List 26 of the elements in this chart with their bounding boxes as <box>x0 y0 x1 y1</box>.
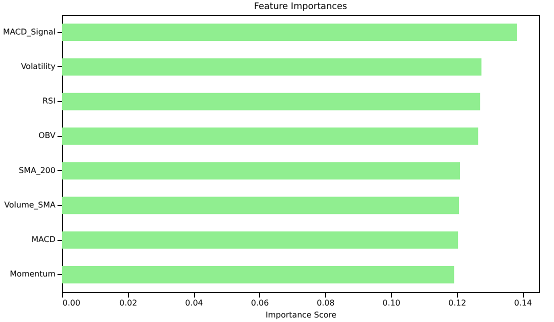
bar <box>62 128 478 145</box>
x-tick-label: 0.14 <box>514 298 532 308</box>
y-tick-label: SMA_200 <box>18 166 56 175</box>
x-tick-label: 0.12 <box>448 298 466 308</box>
y-tick-label: Volatility <box>20 62 56 71</box>
y-tick-label: OBV <box>38 131 56 140</box>
bar <box>62 266 454 284</box>
bar <box>62 162 460 180</box>
x-tick-label: 0.00 <box>62 298 80 308</box>
x-tick-label: 0.04 <box>185 298 203 308</box>
bar <box>62 196 460 214</box>
x-axis-title: Importance Score <box>266 310 336 320</box>
y-tick-label: Momentum <box>10 270 56 279</box>
x-tick-label: 0.02 <box>119 298 138 308</box>
bar <box>62 58 482 76</box>
y-tick-label: MACD_Signal <box>2 27 56 36</box>
bar <box>62 92 480 110</box>
x-tick-label: 0.06 <box>250 298 269 308</box>
y-tick-label: MACD <box>32 235 56 244</box>
x-tick-label: 0.10 <box>382 298 400 308</box>
chart-title: Feature Importances <box>254 2 348 12</box>
bar <box>62 24 517 41</box>
x-tick-label: 0.08 <box>316 298 335 308</box>
bar <box>62 231 458 249</box>
y-tick-label: RSI <box>42 96 56 106</box>
y-tick-label: Volume_SMA <box>4 200 56 210</box>
